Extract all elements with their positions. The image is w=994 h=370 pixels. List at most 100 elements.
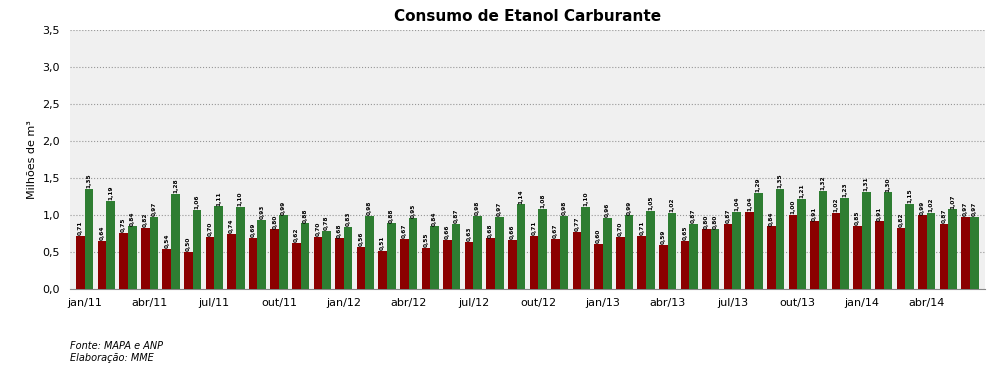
Bar — [409, 218, 416, 289]
Text: 0,74: 0,74 — [229, 219, 234, 233]
Bar — [732, 212, 741, 289]
Bar — [702, 229, 710, 289]
Bar — [580, 207, 589, 289]
Bar — [883, 192, 892, 289]
Bar — [442, 240, 451, 289]
Text: 0,82: 0,82 — [142, 213, 147, 227]
Text: 0,93: 0,93 — [259, 205, 264, 219]
Text: 0,71: 0,71 — [638, 221, 644, 235]
Bar — [141, 228, 149, 289]
Bar — [357, 247, 365, 289]
Text: 0,97: 0,97 — [151, 202, 156, 216]
Bar — [270, 229, 278, 289]
Bar — [106, 201, 115, 289]
Bar — [84, 189, 93, 289]
Bar — [593, 244, 602, 289]
Text: 0,87: 0,87 — [940, 209, 945, 223]
Text: 0,80: 0,80 — [704, 214, 709, 229]
Bar — [551, 239, 560, 289]
Text: 0,78: 0,78 — [324, 216, 329, 230]
Text: 0,98: 0,98 — [475, 201, 480, 215]
Y-axis label: Milhões de m³: Milhões de m³ — [27, 120, 37, 199]
Bar — [486, 238, 494, 289]
Bar — [278, 215, 287, 289]
Text: 1,02: 1,02 — [833, 198, 838, 212]
Bar — [322, 231, 331, 289]
Bar — [573, 232, 580, 289]
Text: 0,69: 0,69 — [250, 222, 255, 237]
Bar — [193, 210, 201, 289]
Text: 0,99: 0,99 — [625, 200, 630, 215]
Text: 0,88: 0,88 — [302, 208, 307, 223]
Bar — [214, 206, 223, 289]
Text: 0,77: 0,77 — [574, 216, 579, 231]
Text: 1,28: 1,28 — [173, 178, 178, 193]
Text: 0,68: 0,68 — [488, 223, 493, 238]
Bar — [236, 207, 245, 289]
Text: 0,87: 0,87 — [691, 209, 696, 223]
Text: 0,70: 0,70 — [617, 222, 622, 236]
Bar — [905, 204, 912, 289]
Bar — [400, 239, 409, 289]
Text: 0,66: 0,66 — [444, 225, 449, 239]
Text: 0,80: 0,80 — [712, 214, 717, 229]
Text: 0,99: 0,99 — [280, 200, 285, 215]
Bar — [162, 249, 171, 289]
Text: 0,82: 0,82 — [898, 213, 903, 227]
Bar — [796, 199, 805, 289]
Bar — [925, 213, 934, 289]
Text: 1,05: 1,05 — [647, 196, 652, 210]
Text: 0,98: 0,98 — [561, 201, 566, 215]
Bar — [119, 233, 128, 289]
Text: 1,32: 1,32 — [820, 175, 825, 190]
Bar — [538, 209, 547, 289]
Bar — [335, 238, 344, 289]
Text: 0,91: 0,91 — [811, 206, 816, 221]
Bar — [775, 189, 783, 289]
Text: 1,15: 1,15 — [907, 188, 911, 203]
Bar — [831, 213, 840, 289]
Text: 1,19: 1,19 — [108, 185, 113, 200]
Bar — [896, 228, 905, 289]
Text: 0,62: 0,62 — [293, 228, 298, 242]
Bar — [206, 237, 214, 289]
Bar — [689, 224, 697, 289]
Text: 0,60: 0,60 — [595, 229, 600, 243]
Bar — [947, 209, 956, 289]
Bar — [809, 221, 818, 289]
Text: 1,08: 1,08 — [540, 194, 545, 208]
Bar — [853, 226, 861, 289]
Text: 0,97: 0,97 — [971, 202, 976, 216]
Bar — [615, 237, 624, 289]
Text: 0,84: 0,84 — [768, 211, 773, 226]
Bar — [680, 240, 689, 289]
Bar — [624, 215, 632, 289]
Text: 1,11: 1,11 — [216, 191, 221, 206]
Text: 1,02: 1,02 — [669, 198, 674, 212]
Bar — [365, 216, 374, 289]
Bar — [473, 216, 481, 289]
Text: 0,66: 0,66 — [509, 225, 514, 239]
Text: 1,21: 1,21 — [798, 184, 803, 198]
Bar — [529, 236, 538, 289]
Bar — [248, 238, 257, 289]
Text: 0,51: 0,51 — [380, 236, 385, 250]
Text: 0,55: 0,55 — [423, 233, 428, 247]
Bar — [387, 223, 396, 289]
Bar — [861, 192, 870, 289]
Text: 1,10: 1,10 — [238, 192, 243, 206]
Bar — [429, 226, 438, 289]
Bar — [745, 212, 753, 289]
Bar — [464, 242, 473, 289]
Bar — [788, 215, 796, 289]
Text: 0,95: 0,95 — [410, 203, 415, 218]
Bar — [658, 245, 667, 289]
Text: 0,99: 0,99 — [919, 200, 924, 215]
Bar — [97, 241, 106, 289]
Text: 1,04: 1,04 — [734, 196, 739, 211]
Text: 0,71: 0,71 — [78, 221, 83, 235]
Text: 0,85: 0,85 — [854, 211, 859, 225]
Bar — [378, 251, 387, 289]
Bar — [128, 226, 136, 289]
Text: 0,67: 0,67 — [553, 224, 558, 238]
